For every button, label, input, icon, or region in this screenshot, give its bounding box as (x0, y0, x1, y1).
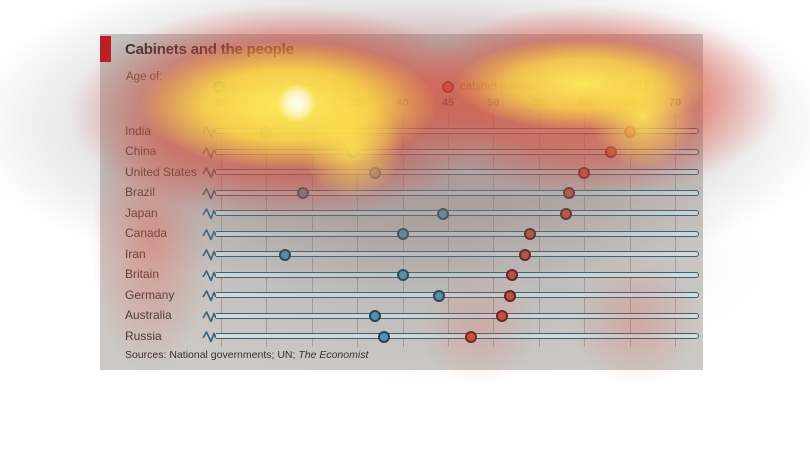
x-tick-60: 60 (578, 97, 591, 109)
row-label-japan: Japan (125, 205, 158, 220)
dot-population-china (346, 146, 359, 158)
row-line-germany (216, 292, 699, 298)
dot-cabinet-germany (503, 289, 516, 302)
axis-break-icon-japan (202, 207, 217, 220)
row-line-australia (216, 312, 699, 319)
dot-population-germany (432, 289, 445, 302)
x-tick-45: 45 (441, 97, 455, 109)
row-label-united-states: United States (125, 164, 198, 179)
axis-break-icon-united-states (202, 166, 217, 179)
source-line: Sources: National governments; UN; The E… (125, 349, 368, 361)
dot-cabinet-japan (560, 207, 573, 220)
axis-break-icon-china (202, 146, 217, 159)
dot-cabinet-united-states (578, 166, 591, 179)
row-line-russia (216, 333, 699, 339)
axis-break-icon-russia (202, 330, 217, 343)
dot-population-united-states (369, 166, 382, 179)
row-label-china: China (125, 144, 157, 158)
row-line-japan (216, 210, 699, 216)
row-label-germany: Germany (125, 287, 175, 302)
x-tick-70: 70 (668, 97, 682, 109)
axis-break-icon-brazil (202, 187, 217, 200)
row-label-iran: Iran (125, 246, 146, 261)
axis-break-icon-britain (202, 269, 217, 282)
source-publication: The Economist (298, 349, 369, 361)
dot-population-brazil (296, 187, 309, 199)
x-tick-25: 25 (260, 97, 273, 109)
axis-break-icon-india (202, 125, 217, 138)
x-tick-65: 65 (623, 97, 636, 109)
row-label-australia: Australia (125, 308, 172, 322)
axis-break-icon-iran (202, 248, 217, 261)
x-tick-35: 35 (351, 97, 364, 109)
row-line-united-states (216, 169, 699, 175)
dot-cabinet-australia (496, 310, 509, 322)
row-line-canada (216, 230, 699, 237)
source-prefix: Sources: National governments; UN; (125, 349, 299, 361)
row-label-india: India (125, 123, 152, 138)
dot-population-russia (378, 330, 391, 343)
row-label-brazil: Brazil (125, 185, 156, 199)
dot-cabinet-canada (523, 228, 536, 240)
axis-break-icon-germany (202, 289, 217, 302)
dot-population-japan (437, 207, 450, 220)
dot-cabinet-iran (519, 248, 532, 261)
plot-area: 20 25 30 35 40 45 50 55 60 65 70 India China United S… (100, 34, 703, 370)
axis-break-icon-canada (202, 228, 217, 241)
axis-break-icon-australia (202, 310, 217, 323)
dot-population-india (260, 125, 273, 138)
dot-cabinet-russia (464, 330, 477, 343)
x-tick-30: 30 (305, 97, 318, 109)
x-tick-50: 50 (487, 97, 500, 109)
dot-population-canada (396, 228, 409, 240)
x-tick-55: 55 (532, 97, 545, 109)
dot-cabinet-india (623, 125, 636, 138)
dot-population-britain (396, 269, 409, 281)
row-label-russia: Russia (125, 328, 162, 343)
x-tick-40: 40 (396, 97, 409, 109)
dot-cabinet-britain (505, 269, 518, 281)
row-label-britain: Britain (125, 267, 160, 281)
dot-population-australia (369, 310, 382, 322)
row-line-britain (216, 271, 699, 278)
chart-card: Cabinets and the people Age of: populati… (100, 34, 703, 370)
dot-cabinet-brazil (562, 187, 575, 199)
row-label-canada: Canada (125, 226, 168, 240)
dot-cabinet-china (605, 146, 618, 158)
dot-population-iran (278, 248, 291, 261)
x-tick-20: 20 (214, 97, 228, 109)
row-line-brazil (216, 189, 699, 196)
row-line-china (216, 148, 699, 155)
